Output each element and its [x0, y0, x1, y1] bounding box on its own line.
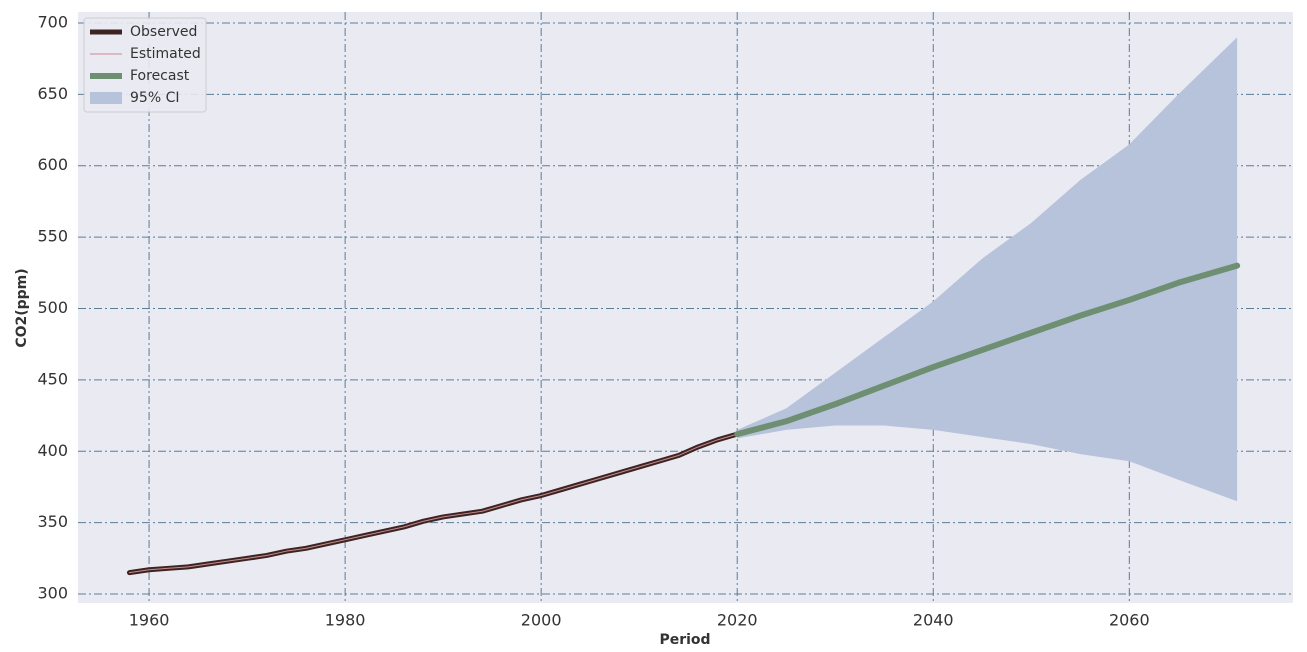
x-tick-label: 1960 — [129, 611, 170, 630]
x-tick-label: 2020 — [717, 611, 758, 630]
y-tick-label: 350 — [37, 512, 68, 531]
y-tick-label: 650 — [37, 84, 68, 103]
y-tick-label: 400 — [37, 441, 68, 460]
y-tick-label: 600 — [37, 155, 68, 174]
legend: Observed Estimated Forecast 95% CI — [83, 17, 207, 113]
legend-label: Forecast — [130, 68, 190, 84]
series-line — [128, 433, 738, 574]
plot — [126, 37, 1241, 576]
ci-band — [737, 37, 1238, 502]
x-axis-label: Period — [659, 632, 710, 648]
legend-box — [83, 17, 207, 113]
y-tick-label: 700 — [37, 12, 68, 31]
legend-label: Estimated — [130, 46, 201, 62]
x-tick-label: 2040 — [913, 611, 954, 630]
series-line — [734, 262, 1241, 438]
y-tick-label: 300 — [37, 584, 68, 603]
legend-label: Observed — [130, 24, 197, 40]
y-tick-label: 550 — [37, 227, 68, 246]
x-tick-label: 2000 — [521, 611, 562, 630]
y-axis-label: CO2(ppm) — [14, 268, 30, 347]
legend-swatch — [90, 92, 122, 104]
y-tick-label: 500 — [37, 298, 68, 317]
legend-label: 95% CI — [130, 90, 179, 106]
y-tick-label: 450 — [37, 369, 68, 388]
x-tick-label: 1980 — [325, 611, 366, 630]
x-tick-label: 2060 — [1109, 611, 1150, 630]
